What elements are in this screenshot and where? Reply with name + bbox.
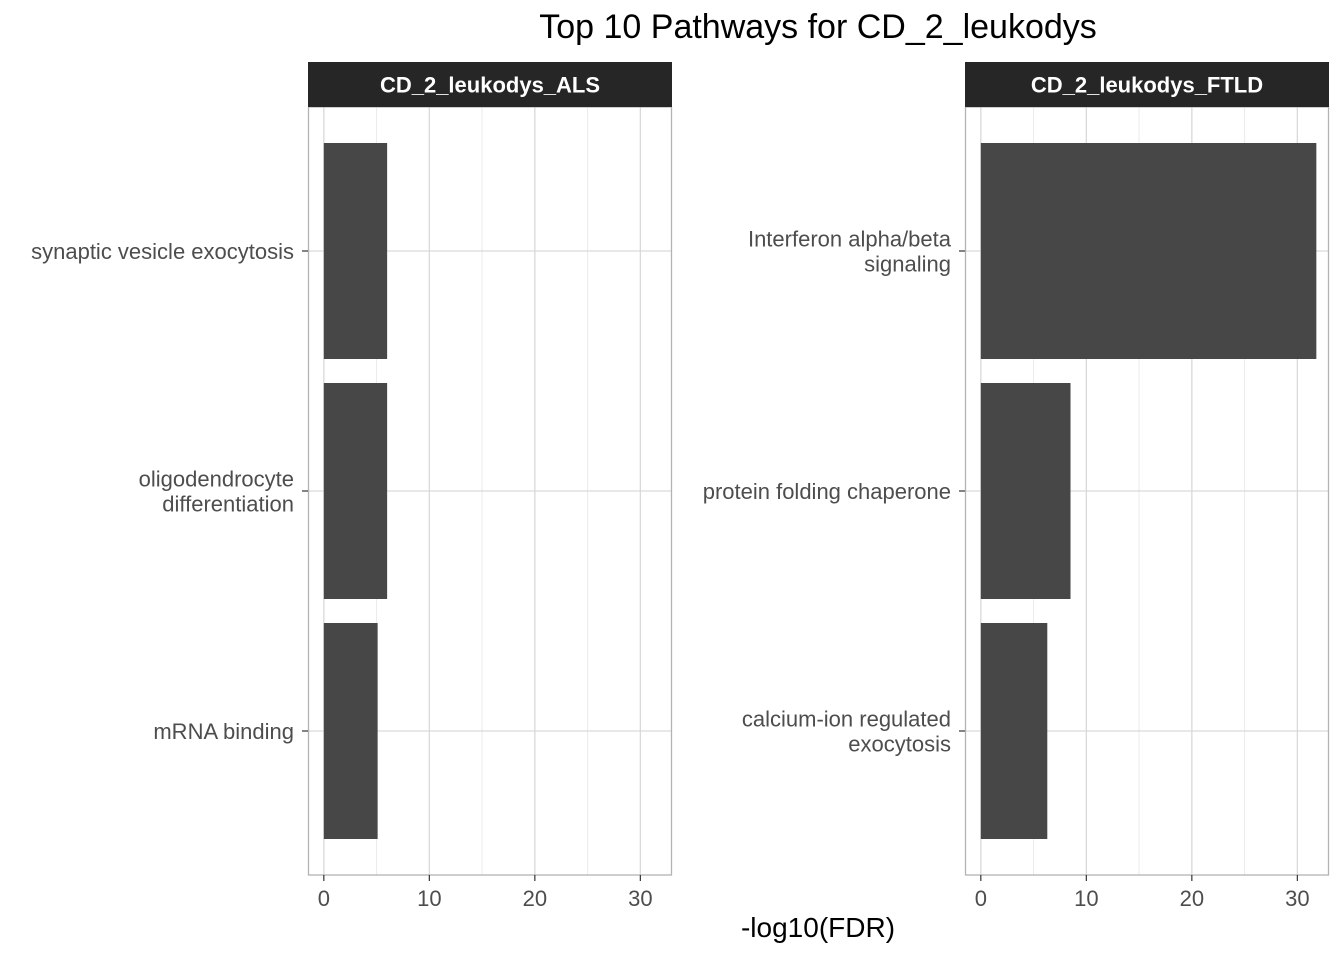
facet-panel-2: CD_2_leukodys_FTLD Interferon alpha/betas… — [703, 62, 1330, 911]
category-label: protein folding chaperone — [703, 479, 951, 504]
x-axis-label: -log10(FDR) — [740, 912, 896, 943]
category-label: Interferon alpha/beta — [748, 227, 952, 252]
bar — [980, 143, 1317, 359]
category-label: synaptic vesicle exocytosis — [31, 239, 294, 264]
facet-strip — [308, 62, 672, 107]
x-tick-label: 30 — [628, 886, 652, 911]
category-label: signaling — [864, 252, 951, 277]
chart-title: Top 10 Pathways for CD_2_leukodys — [539, 8, 1097, 46]
bar — [980, 623, 1048, 839]
x-tick-label: 10 — [1074, 886, 1098, 911]
category-label: mRNA binding — [153, 719, 294, 744]
bar — [323, 143, 388, 359]
facet-strip-label: CD_2_leukodys_FTLD — [1031, 73, 1263, 98]
x-tick-label: 10 — [417, 886, 441, 911]
x-tick-label: 0 — [975, 886, 987, 911]
category-label: calcium-ion regulated — [742, 707, 951, 732]
x-tick-label: 20 — [523, 886, 547, 911]
x-tick-label: 0 — [318, 886, 330, 911]
facet-panel-1: CD_2_leukodys_ALS synaptic vesicle exocyt… — [31, 62, 673, 911]
bar — [323, 623, 378, 839]
category-label: oligodendrocyte — [139, 467, 294, 492]
facet-strip-label: CD_2_leukodys_ALS — [380, 73, 600, 98]
x-tick-label: 30 — [1285, 886, 1309, 911]
category-label: exocytosis — [848, 732, 951, 757]
bar — [980, 383, 1071, 599]
facet-strip — [965, 62, 1329, 107]
x-tick-label: 20 — [1180, 886, 1204, 911]
bar — [323, 383, 388, 599]
category-label: differentiation — [162, 492, 294, 517]
